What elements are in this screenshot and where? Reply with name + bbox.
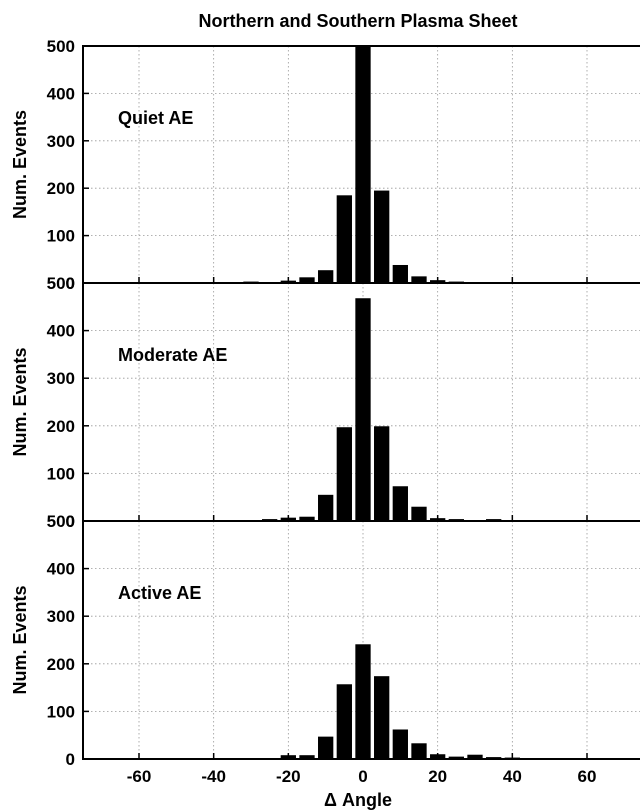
histogram-bar [392, 486, 408, 521]
x-tick-label: 20 [428, 767, 447, 786]
histogram-bar [448, 756, 464, 759]
y-tick-label: 100 [47, 227, 75, 246]
histogram-bar [374, 676, 390, 759]
y-tick-label: 300 [47, 369, 75, 388]
y-tick-label: 400 [47, 322, 75, 341]
x-tick-label: -60 [127, 767, 152, 786]
histogram-bar [355, 298, 371, 521]
panel-frame [82, 520, 640, 760]
histogram-bar [299, 516, 315, 521]
y-tick-label: 400 [47, 84, 75, 103]
histogram-bar [467, 754, 483, 759]
panel-label: Moderate AE [118, 345, 227, 365]
x-tick-label: 40 [503, 767, 522, 786]
y-axis-label: Num. Events [10, 347, 30, 456]
histogram-bar [411, 276, 427, 283]
y-tick-label: 200 [47, 417, 75, 436]
panel-label: Quiet AE [118, 108, 193, 128]
histogram-bar [299, 277, 315, 283]
y-tick-label: 0 [66, 274, 75, 293]
y-tick-label: 200 [47, 179, 75, 198]
y-tick-label: 300 [47, 607, 75, 626]
panel-label: Active AE [118, 583, 201, 603]
histogram-bar [411, 506, 427, 521]
histogram-bar [374, 190, 390, 283]
histogram-bar [318, 270, 334, 283]
x-tick-label: -40 [201, 767, 226, 786]
histogram-bar [411, 743, 427, 759]
chart-title: Northern and Southern Plasma Sheet [198, 11, 517, 31]
histogram-bar [355, 46, 371, 283]
y-tick-label: 100 [47, 464, 75, 483]
histogram-bar [318, 736, 334, 759]
x-tick-label: 0 [358, 767, 367, 786]
y-tick-label: 500 [47, 512, 75, 531]
y-tick-label: 0 [66, 512, 75, 531]
histogram-bar [336, 195, 352, 283]
x-tick-label: -20 [276, 767, 301, 786]
x-tick-label: 60 [578, 767, 597, 786]
y-tick-label: 0 [66, 750, 75, 769]
y-tick-label: 300 [47, 132, 75, 151]
histogram-bar [336, 684, 352, 759]
panel-3: 0 100 200 300 400 500 -60 -40 -20 0 20 40 60 Num. Eve… [10, 512, 640, 786]
panel-1: 0 100 200 300 400 500 Num. Events Quiet AE [10, 37, 640, 293]
y-axis-label: Num. Events [10, 585, 30, 694]
histogram-bar [336, 427, 352, 521]
y-axis-label: Num. Events [10, 110, 30, 219]
y-tick-label: 200 [47, 655, 75, 674]
y-tick-label: 500 [47, 37, 75, 56]
histogram-bar [299, 755, 315, 759]
histogram-bar [318, 494, 334, 521]
histogram-bar [392, 729, 408, 759]
histogram-bar [355, 644, 371, 759]
panel-2: 0 100 200 300 400 500 Num. Events Moderate AE [10, 274, 640, 531]
x-axis-label: Δ Angle [324, 790, 392, 810]
y-tick-label: 500 [47, 274, 75, 293]
y-tick-label: 400 [47, 560, 75, 579]
histogram-bar [392, 264, 408, 283]
histogram-bar [374, 426, 390, 521]
y-tick-label: 100 [47, 702, 75, 721]
